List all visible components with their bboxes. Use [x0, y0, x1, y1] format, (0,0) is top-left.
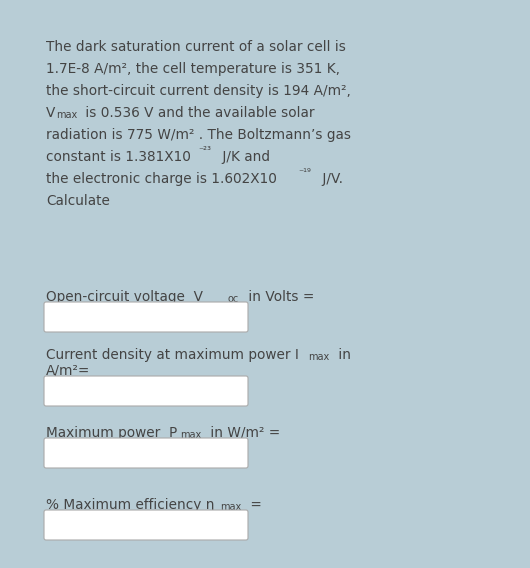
- Text: max: max: [180, 430, 201, 440]
- Text: ⁻²³: ⁻²³: [198, 146, 211, 156]
- Text: max: max: [220, 502, 241, 512]
- Text: A/m²=: A/m²=: [46, 364, 91, 378]
- Text: Calculate: Calculate: [46, 194, 110, 208]
- Text: oc: oc: [228, 294, 239, 304]
- Text: The dark saturation current of a solar cell is: The dark saturation current of a solar c…: [46, 40, 346, 54]
- Text: =: =: [246, 498, 262, 512]
- Text: in: in: [334, 348, 351, 362]
- Text: % Maximum efficiency η: % Maximum efficiency η: [46, 498, 215, 512]
- Text: radiation is 775 W/m² . The Boltzmann’s gas: radiation is 775 W/m² . The Boltzmann’s …: [46, 128, 351, 142]
- Text: ⁻¹⁹: ⁻¹⁹: [298, 168, 311, 178]
- Text: Maximum power  P: Maximum power P: [46, 426, 177, 440]
- Text: V: V: [46, 106, 55, 120]
- Text: max: max: [308, 352, 329, 362]
- FancyBboxPatch shape: [44, 302, 248, 332]
- Text: J/V.: J/V.: [318, 172, 343, 186]
- FancyBboxPatch shape: [44, 438, 248, 468]
- FancyBboxPatch shape: [44, 376, 248, 406]
- Text: in W/m² =: in W/m² =: [206, 426, 280, 440]
- Text: Current density at maximum power I: Current density at maximum power I: [46, 348, 299, 362]
- Text: the electronic charge is 1.602X10: the electronic charge is 1.602X10: [46, 172, 277, 186]
- Text: Open-circuit voltage  V: Open-circuit voltage V: [46, 290, 203, 304]
- Text: J/K and: J/K and: [218, 150, 270, 164]
- Text: is 0.536 V and the available solar: is 0.536 V and the available solar: [81, 106, 314, 120]
- Text: 1.7E-8 A/m², the cell temperature is 351 K,: 1.7E-8 A/m², the cell temperature is 351…: [46, 62, 340, 76]
- Text: max: max: [56, 110, 77, 120]
- Text: constant is 1.381X10: constant is 1.381X10: [46, 150, 191, 164]
- Text: in Volts =: in Volts =: [244, 290, 314, 304]
- FancyBboxPatch shape: [44, 510, 248, 540]
- Text: the short-circuit current density is 194 A/m²,: the short-circuit current density is 194…: [46, 84, 351, 98]
